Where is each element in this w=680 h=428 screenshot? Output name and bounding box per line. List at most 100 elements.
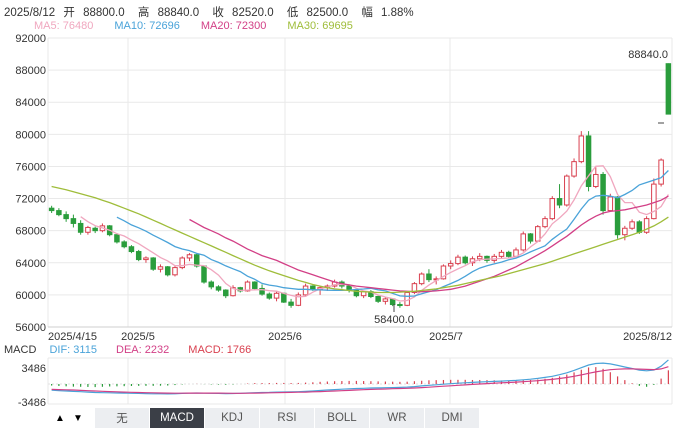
- macd-value-legend: MACD: 1766: [188, 344, 252, 356]
- candle-body: [48, 207, 55, 212]
- candle-body: [564, 175, 570, 206]
- candle-body: [440, 265, 447, 280]
- candle-body: [128, 246, 135, 253]
- candle-body: [411, 283, 418, 293]
- candle-body: [505, 251, 512, 257]
- candle-body: [266, 293, 273, 299]
- candle-body: [259, 287, 265, 295]
- tab-none[interactable]: 无: [94, 408, 149, 428]
- close-label: 收: [212, 7, 224, 19]
- candle-body: [208, 281, 215, 288]
- scroll-up-button[interactable]: ▲: [55, 412, 65, 424]
- candle-body: [651, 183, 657, 220]
- candle-body: [157, 266, 164, 270]
- candle-body: [85, 226, 91, 233]
- candle-body: [114, 234, 120, 243]
- ma10-legend: MA10: 72696: [114, 20, 180, 32]
- dea-line: [51, 366, 669, 394]
- high-value: 88840.0: [157, 7, 200, 19]
- candle-body: [418, 273, 425, 285]
- candle-body: [549, 198, 556, 220]
- candle-body: [578, 135, 585, 163]
- candle-body: [252, 281, 258, 289]
- candle-body: [520, 233, 527, 251]
- candle-body: [527, 233, 534, 242]
- candle-body: [70, 218, 77, 224]
- candle-body: [571, 161, 577, 177]
- candle-body: [244, 281, 251, 292]
- candle-body: [121, 241, 127, 248]
- y-tick-label: 92000: [15, 33, 46, 45]
- tab-kdj[interactable]: KDJ: [204, 408, 259, 428]
- candle-body: [288, 301, 294, 306]
- ma10-line: [116, 170, 669, 297]
- candle-body: [585, 135, 592, 188]
- candle-body: [447, 263, 454, 267]
- candle-body: [484, 255, 490, 261]
- candle-body: [215, 286, 222, 291]
- candle-body: [636, 221, 643, 233]
- y-tick-label: 76000: [15, 161, 46, 173]
- candle-body: [426, 273, 432, 281]
- ma20-line: [189, 195, 669, 293]
- kline-chart[interactable]: 92000 88000 84000 80000 76000 72000 68000 64000…: [0, 0, 680, 408]
- scroll-down-button[interactable]: ▼: [73, 412, 83, 424]
- candle-body: [63, 214, 69, 220]
- candle-body: [643, 218, 650, 233]
- macd-top-label: 3486: [22, 363, 46, 375]
- candle-body: [629, 221, 635, 229]
- y-tick-label: 68000: [15, 226, 46, 238]
- candle-body: [179, 257, 185, 269]
- y-tick-label: 60000: [15, 290, 46, 302]
- ma5-line: [80, 165, 669, 302]
- candle-body: [353, 289, 360, 297]
- ma30-legend: MA30: 69695: [287, 20, 353, 32]
- candle-body: [310, 285, 316, 290]
- candle-body: [542, 218, 548, 228]
- candle-body: [201, 265, 207, 283]
- ma-legend: MA5: 76480 MA10: 72696 MA20: 72300 MA30:…: [34, 20, 371, 32]
- ma5-legend: MA5: 76480: [34, 20, 94, 32]
- tab-rsi[interactable]: RSI: [259, 408, 314, 428]
- candle-body: [382, 298, 389, 302]
- y-tick-label: 64000: [15, 258, 46, 270]
- candle-body: [302, 285, 309, 296]
- candle-body: [498, 251, 505, 257]
- x-tick-label: 2025/8/12: [623, 331, 672, 343]
- tab-dmi[interactable]: DMI: [424, 408, 479, 428]
- candle-body: [92, 227, 98, 232]
- ma20-legend: MA20: 72300: [200, 20, 267, 32]
- y-tick-label: 80000: [15, 129, 46, 141]
- candle-body: [556, 198, 563, 206]
- candle-body: [186, 254, 193, 259]
- x-tick-label: 2025/4/15: [48, 331, 97, 343]
- candle-body: [622, 227, 628, 236]
- candle-body: [375, 295, 381, 302]
- range-value: 1.88%: [381, 7, 414, 19]
- candle-body: [223, 289, 229, 297]
- low-value: 82500.0: [306, 7, 349, 19]
- min-price-label: 58400.0: [374, 314, 414, 326]
- header-date: 2025/8/12: [4, 7, 56, 19]
- candle-body: [455, 256, 461, 265]
- candle-body: [193, 254, 200, 267]
- x-tick-label: 2025/7: [429, 331, 463, 343]
- candle-body: [281, 292, 287, 303]
- dif-legend: DIF: 3115: [49, 344, 97, 356]
- y-tick-label: 88000: [15, 65, 46, 77]
- y-tick-label: 84000: [15, 97, 46, 109]
- tab-wr[interactable]: WR: [369, 408, 424, 428]
- y-tick-label: 72000: [15, 194, 46, 206]
- info-line: 2025/8/12 开 88800.0 高 88840.0 收 82520.0 …: [4, 4, 424, 20]
- candle-body: [476, 255, 483, 260]
- tab-macd[interactable]: MACD: [149, 408, 204, 428]
- candle-body: [56, 210, 62, 216]
- candle-body: [143, 257, 149, 261]
- candle-body: [462, 256, 468, 264]
- tab-boll[interactable]: BOLL: [314, 408, 369, 428]
- candle-body: [535, 226, 541, 242]
- high-label: 高: [137, 7, 150, 19]
- candle-body: [230, 287, 236, 297]
- candle-body: [295, 294, 302, 306]
- candle-body: [658, 159, 664, 185]
